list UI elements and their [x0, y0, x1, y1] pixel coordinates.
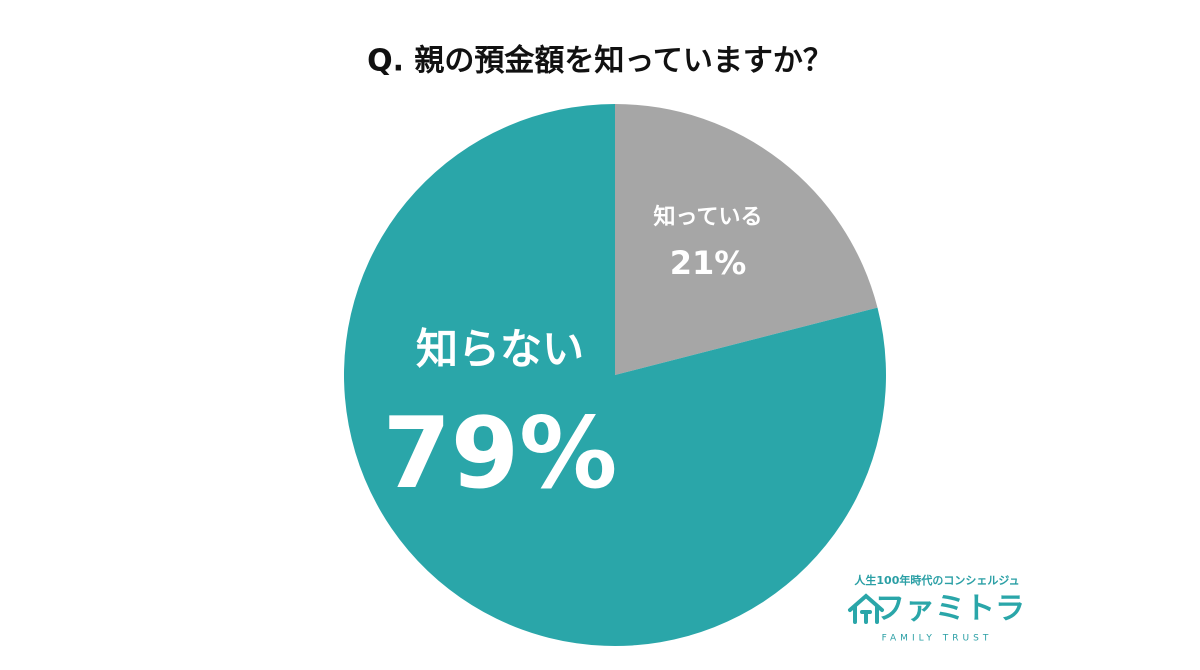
slice-label: 知っている: [654, 204, 763, 230]
slice-label: 知らない: [416, 325, 584, 374]
logo: 人生100年時代のコンシェルジュ ファミトラ FAMILY TRUST: [848, 573, 1025, 644]
value-label: 79%: [383, 397, 618, 511]
logo-icon: [848, 593, 884, 624]
logo-name: ファミトラ: [875, 592, 1025, 627]
pie-slice: [615, 104, 878, 375]
pie: 知っている 21% 知らない 79%: [344, 103, 886, 646]
logo-tagline: 人生100年時代のコンシェルジュ: [854, 573, 1019, 587]
value-label: 21%: [670, 244, 747, 282]
logo-subtitle: FAMILY TRUST: [882, 634, 993, 644]
chart-title: Q. 親の預金額を知っていますか？: [367, 44, 833, 79]
pie-slice: [344, 103, 886, 646]
